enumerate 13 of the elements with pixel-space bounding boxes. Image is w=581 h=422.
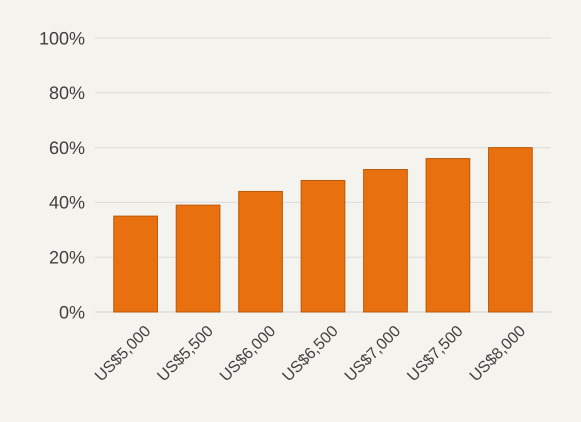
y-tick-label: 100% [38, 28, 85, 48]
y-tick-label: 0% [58, 302, 85, 322]
y-tick-label: 80% [48, 83, 85, 104]
y-tick-label: 20% [48, 248, 85, 268]
y-tick-label: 60% [48, 138, 85, 158]
y-tick-label: 40% [48, 192, 85, 213]
bar [113, 216, 158, 312]
bar [426, 158, 470, 312]
bar [176, 204, 220, 312]
bar [238, 190, 283, 312]
bar [488, 147, 533, 312]
bar [363, 169, 408, 312]
bar [300, 180, 346, 312]
